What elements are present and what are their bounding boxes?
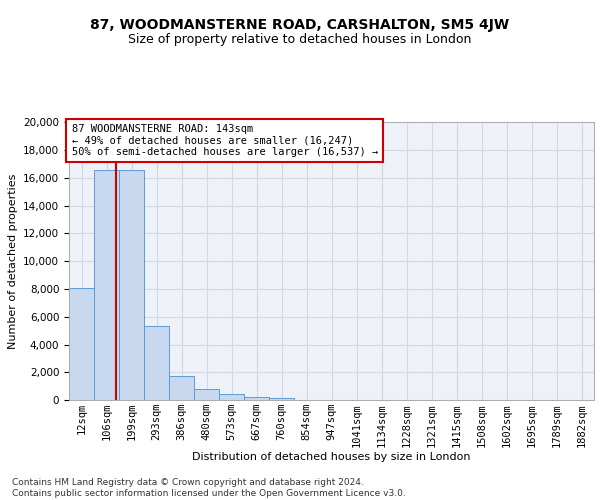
Bar [69,288,94,400]
Bar [219,394,244,400]
Bar [94,170,119,400]
Text: 87 WOODMANSTERNE ROAD: 143sqm
← 49% of detached houses are smaller (16,247)
50% : 87 WOODMANSTERNE ROAD: 143sqm ← 49% of d… [71,124,378,157]
Bar [169,376,194,400]
Bar [144,326,169,400]
Bar [119,170,144,400]
Bar [269,398,294,400]
Text: Contains HM Land Registry data © Crown copyright and database right 2024.
Contai: Contains HM Land Registry data © Crown c… [12,478,406,498]
Bar [194,389,219,400]
Bar [244,397,269,400]
Text: 87, WOODMANSTERNE ROAD, CARSHALTON, SM5 4JW: 87, WOODMANSTERNE ROAD, CARSHALTON, SM5 … [91,18,509,32]
Y-axis label: Number of detached properties: Number of detached properties [8,174,17,349]
X-axis label: Distribution of detached houses by size in London: Distribution of detached houses by size … [192,452,471,462]
Text: Size of property relative to detached houses in London: Size of property relative to detached ho… [128,32,472,46]
